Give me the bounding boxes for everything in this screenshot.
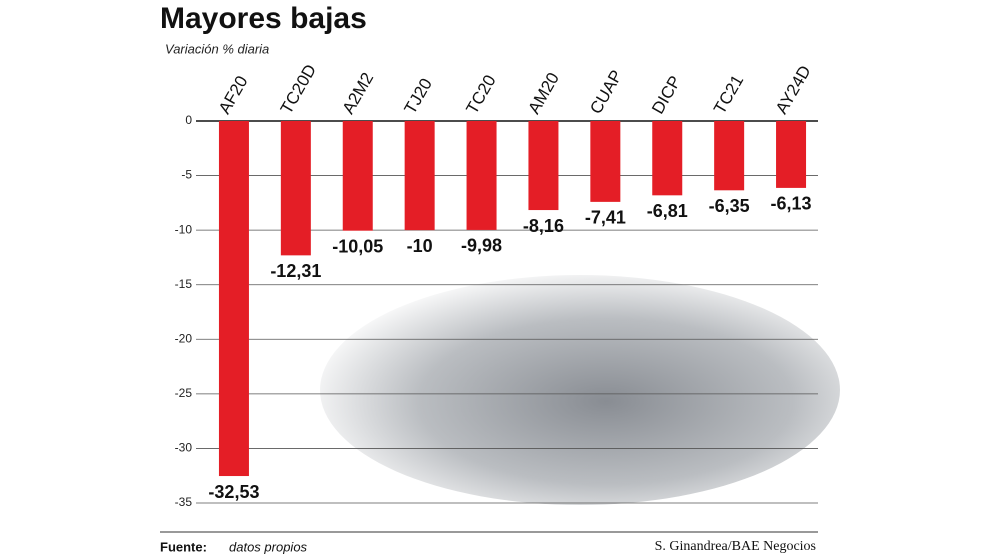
y-tick-label: -10	[175, 222, 193, 236]
value-label: -12,31	[270, 261, 321, 281]
x-tick-label: AM20	[524, 69, 563, 117]
value-label: -8,16	[523, 216, 564, 236]
source: datos propios	[229, 539, 308, 554]
bar	[404, 121, 435, 231]
y-tick-label: -25	[175, 386, 193, 400]
chart-title: Mayores bajas	[160, 2, 367, 35]
bar	[280, 121, 311, 256]
x-tick-label: AY24D	[772, 62, 815, 117]
x-tick-label: TJ20	[401, 75, 436, 117]
y-tick-label: -20	[175, 331, 193, 345]
x-tick-label: TC20D	[277, 61, 320, 117]
y-tick-label: -35	[175, 495, 193, 509]
x-tick-label: DICP	[648, 73, 685, 118]
value-label: -9,98	[461, 236, 502, 256]
x-tick-label: TC20	[462, 72, 499, 118]
value-label: -6,35	[709, 196, 750, 216]
x-tick-label: AF20	[215, 73, 252, 118]
y-tick-label: -5	[181, 168, 192, 182]
y-tick-label: -30	[175, 441, 193, 455]
bar	[466, 121, 497, 230]
bar	[218, 121, 249, 477]
bar	[652, 121, 683, 196]
bar	[528, 121, 559, 211]
y-tick-label: -15	[175, 277, 193, 291]
value-label: -32,53	[208, 482, 259, 502]
x-tick-label: A2M2	[339, 69, 378, 117]
y-tick-label: 0	[185, 113, 192, 127]
background-photo	[320, 275, 840, 505]
value-label: -7,41	[585, 208, 626, 228]
bar	[714, 121, 745, 191]
bar	[776, 121, 807, 188]
value-label: -10	[407, 236, 433, 256]
x-tick-label: TC21	[710, 72, 747, 118]
bar	[342, 121, 373, 231]
x-tick-label: CUAP	[586, 67, 626, 117]
source-label: Fuente:	[160, 539, 207, 554]
value-label: -10,05	[332, 236, 383, 256]
credit: S. Ginandrea/BAE Negocios	[655, 539, 816, 554]
bar	[590, 121, 621, 202]
value-label: -6,13	[771, 194, 812, 214]
chart-subtitle: Variación % diaria	[165, 41, 269, 56]
value-label: -6,81	[647, 201, 688, 221]
